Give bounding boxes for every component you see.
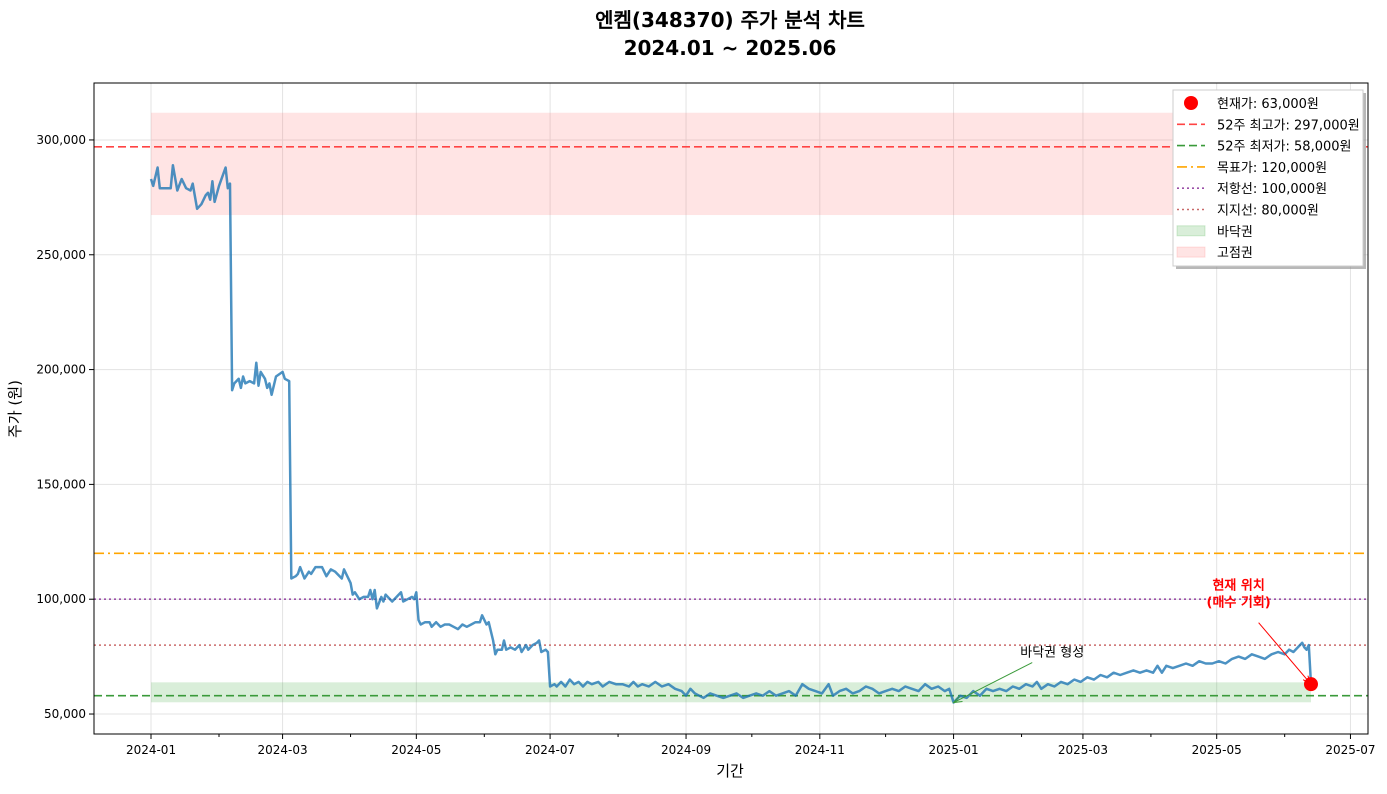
arrowhead-icon [952,695,963,704]
y-tick-label: 50,000 [44,707,86,721]
axes-frame [93,82,1369,735]
plot-area: 바닥권 형성 현재 위치(매수 기회) 2024-01 2024-03 2024-05 2… [36,82,1376,757]
legend-label: 지지선: 80,000원 [1217,204,1319,219]
legend-label: 저항선: 100,000원 [1217,182,1327,197]
legend-label: 목표가: 120,000원 [1217,161,1327,176]
annotation-text: (매수 기회) [1207,595,1271,611]
y-tick-label: 300,000 [36,133,86,147]
price-line [149,163,1313,704]
legend-patch-icon [1176,246,1206,258]
y-tick-label: 250,000 [36,248,86,262]
x-tick-label: 2024-07 [525,743,575,757]
legend-label: 바닥권 [1217,225,1253,240]
annotation-text: 바닥권 형성 [1020,646,1084,661]
x-tick-label: 2024-09 [661,743,711,757]
x-axis-label: 기간 [716,762,744,780]
legend-label: 52주 최고가: 297,000원 [1217,118,1360,133]
legend-marker-icon [1184,96,1198,110]
annotation-arrow [1258,622,1312,685]
peak-zone-band [151,112,1311,216]
x-tick-label: 2025-01 [928,743,978,757]
chart-title-line1: 엔켐(348370) 주가 분석 차트 [595,8,865,32]
x-tick-label: 2025-07 [1325,743,1375,757]
x-tick-label: 2025-03 [1058,743,1108,757]
y-tick-label: 100,000 [36,592,86,606]
x-tick-label: 2024-01 [126,743,176,757]
chart-title-line2: 2024.01 ~ 2025.06 [624,36,837,60]
x-tick-label: 2025-05 [1192,743,1242,757]
annotation-text: 현재 위치 [1212,578,1264,594]
x-tick-label: 2024-11 [795,743,845,757]
legend-patch-icon [1176,225,1206,237]
legend-label: 52주 최저가: 58,000원 [1217,140,1351,155]
y-tick-label: 150,000 [36,477,86,491]
y-tick-label: 200,000 [36,363,86,377]
annotation-arrow [953,662,1033,703]
arrowhead-icon [1302,675,1312,686]
legend-label: 고점권 [1217,246,1253,261]
legend-label: 현재가: 63,000원 [1217,97,1319,112]
x-tick-label: 2024-03 [258,743,308,757]
bottom-zone-band [151,682,1311,703]
y-axis-label: 주가 (원) [6,380,24,438]
legend-box [1172,89,1364,267]
legend: 현재가: 63,000원 52주 최고가: 297,000원 52주 최저가: 58… [1172,89,1366,269]
x-tick-label: 2024-05 [391,743,441,757]
